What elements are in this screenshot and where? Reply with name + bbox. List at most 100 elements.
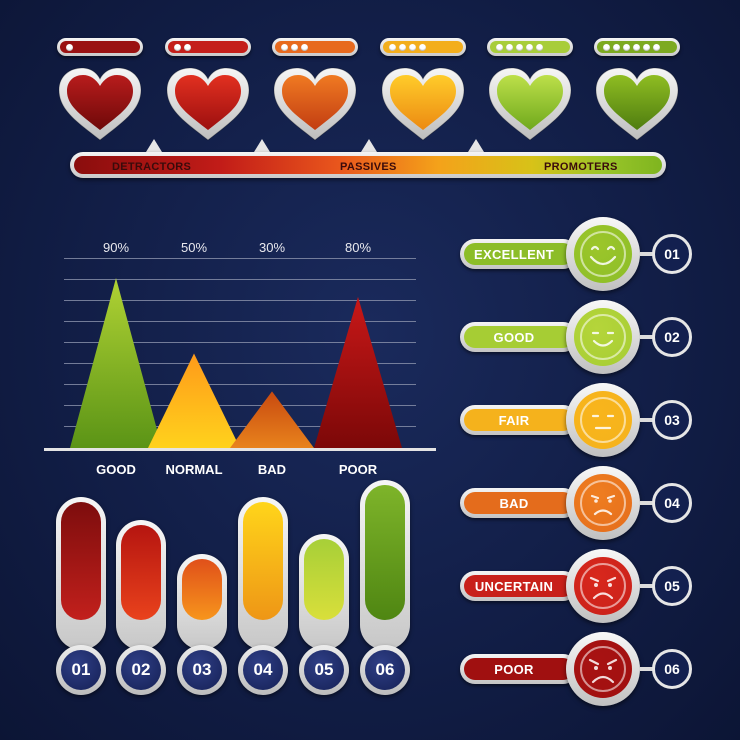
vertical-bar	[177, 554, 227, 650]
nps-scale-bar: DETRACTORS PASSIVES PROMOTERS	[70, 152, 666, 178]
triangle-mark-poor	[314, 296, 402, 448]
face-upset-icon	[566, 549, 640, 623]
rating-dot	[184, 43, 191, 51]
vertical-bar-fill	[243, 502, 283, 620]
rating-dot	[409, 43, 416, 51]
heart-icon	[487, 66, 573, 142]
scale-marker	[361, 139, 377, 152]
face-angry-icon	[566, 632, 640, 706]
grid-line	[64, 258, 416, 259]
category-label: BAD	[257, 462, 287, 477]
category-label: POOR	[338, 462, 378, 477]
rating-number: 02	[652, 317, 692, 357]
vertical-bar-fill	[121, 525, 161, 620]
connector-line	[640, 418, 654, 422]
heart-rating-bar-fill	[168, 41, 248, 53]
rating-dot	[399, 43, 406, 51]
bar-number: 01	[61, 650, 101, 690]
connector-line	[640, 252, 654, 256]
percent-label: 90%	[102, 240, 130, 255]
rating-dot	[613, 43, 620, 51]
rating-dot	[643, 43, 650, 51]
rating-dot	[419, 43, 426, 51]
bar-number: 06	[365, 650, 405, 690]
percent-label: 80%	[344, 240, 372, 255]
face-happy-icon	[566, 300, 640, 374]
scale-marker	[254, 139, 270, 152]
rating-dot	[389, 43, 396, 51]
rating-dot	[653, 43, 660, 51]
rating-pill: EXCELLENT	[460, 239, 578, 269]
bar-number-badge: 06	[360, 645, 410, 695]
rating-dot	[603, 43, 610, 51]
emoji-upset-icon	[580, 563, 626, 609]
connector-line	[640, 501, 654, 505]
heart-rating-bar-fill	[60, 41, 140, 53]
heart-rating-bar-fill	[383, 41, 463, 53]
face-fill	[574, 474, 632, 532]
rating-number: 04	[652, 483, 692, 523]
grid-line	[64, 363, 416, 364]
vertical-bar-fill	[61, 502, 101, 620]
vertical-bar	[299, 534, 349, 650]
heart-icon	[165, 66, 251, 142]
rating-dot	[291, 43, 298, 51]
heart-rating-bar-fill	[490, 41, 570, 53]
heart-rating-bar	[272, 38, 358, 56]
rating-dot	[633, 43, 640, 51]
face-fill	[574, 308, 632, 366]
heart-rating-bar	[57, 38, 143, 56]
rating-pill: BAD	[460, 488, 578, 518]
heart-rating-bar-fill	[597, 41, 677, 53]
triangle-mark-normal	[148, 353, 240, 448]
percent-label: 50%	[180, 240, 208, 255]
detractors-label: DETRACTORS	[112, 161, 192, 173]
face-very-happy-icon	[566, 217, 640, 291]
emoji-neutral-icon	[580, 397, 626, 443]
rating-dot	[281, 43, 288, 51]
rating-label: POOR	[464, 658, 574, 680]
grid-line	[64, 321, 416, 322]
triangle-mark-good	[70, 278, 162, 448]
grid-line	[64, 426, 416, 427]
rating-dot	[301, 43, 308, 51]
rating-dot	[66, 43, 73, 51]
nps-scale-fill: DETRACTORS PASSIVES PROMOTERS	[74, 156, 662, 174]
connector-line	[640, 584, 654, 588]
heart-icon	[594, 66, 680, 142]
emoji-happy-icon	[580, 314, 626, 360]
heart-icon	[380, 66, 466, 142]
rating-number: 05	[652, 566, 692, 606]
category-label: GOOD	[96, 462, 136, 477]
rating-label: BAD	[464, 492, 574, 514]
grid-line	[64, 384, 416, 385]
bar-number: 05	[304, 650, 344, 690]
rating-number: 06	[652, 649, 692, 689]
vertical-bar	[56, 497, 106, 650]
rating-dot	[536, 43, 543, 51]
bar-number: 03	[182, 650, 222, 690]
rating-dot	[496, 43, 503, 51]
rating-label: FAIR	[464, 409, 574, 431]
rating-dot	[623, 43, 630, 51]
bar-number-badge: 03	[177, 645, 227, 695]
category-label: NORMAL	[165, 462, 223, 477]
grid-line	[64, 405, 416, 406]
triangle-mark-bad	[230, 391, 314, 448]
rating-dot	[526, 43, 533, 51]
heart-rating-bar	[165, 38, 251, 56]
percent-label: 30%	[258, 240, 286, 255]
heart-icon	[57, 66, 143, 142]
bar-number: 02	[121, 650, 161, 690]
scale-marker	[146, 139, 162, 152]
vertical-bar	[360, 480, 410, 650]
bar-number-badge: 04	[238, 645, 288, 695]
face-neutral-icon	[566, 383, 640, 457]
vertical-bar-fill	[304, 539, 344, 620]
heart-rating-bar	[487, 38, 573, 56]
rating-label: GOOD	[464, 326, 574, 348]
face-fill	[574, 557, 632, 615]
vertical-bar	[238, 497, 288, 650]
rating-pill: POOR	[460, 654, 578, 684]
promoters-label: PROMOTERS	[544, 161, 618, 173]
